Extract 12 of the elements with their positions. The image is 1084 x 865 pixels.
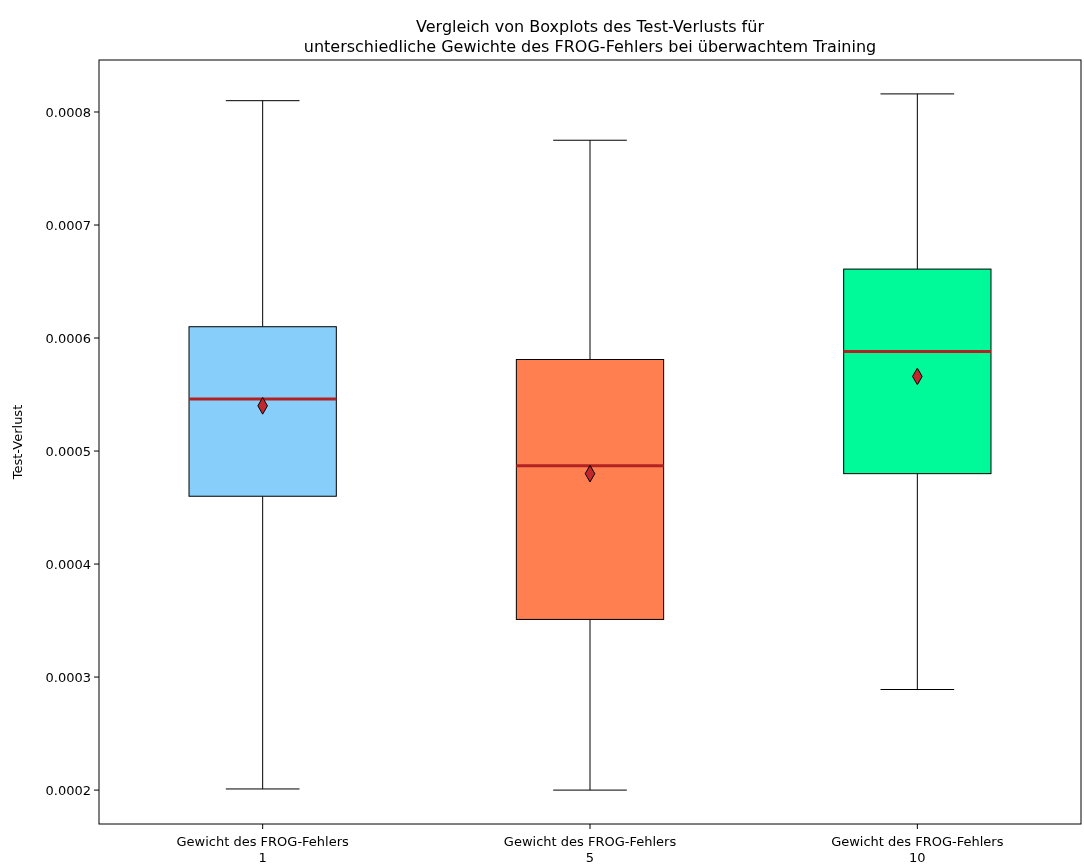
y-tick-label: 0.0004 [45,556,91,572]
y-tick-label: 0.0006 [45,330,91,346]
x-tick-label: Gewicht des FROG-Fehlers 5 [503,834,677,865]
y-axis-title: Test-Verlust [10,404,25,481]
x-tick-label: Gewicht des FROG-Fehlers 1 [176,834,350,865]
y-tick-label: 0.0008 [45,104,91,120]
y-tick-label: 0.0003 [45,669,91,685]
y-tick-label: 0.0007 [45,217,91,233]
chart-title: Vergleich von Boxplots des Test-Verlusts für unterschiedliche Gewichte des FROG-Fehlers bei überwachtem Training [303,17,877,56]
y-tick-label: 0.0005 [45,443,91,459]
y-tick-label: 0.0002 [45,782,91,798]
x-tick-label: Gewicht des FROG-Fehlers 10 [831,834,1004,865]
